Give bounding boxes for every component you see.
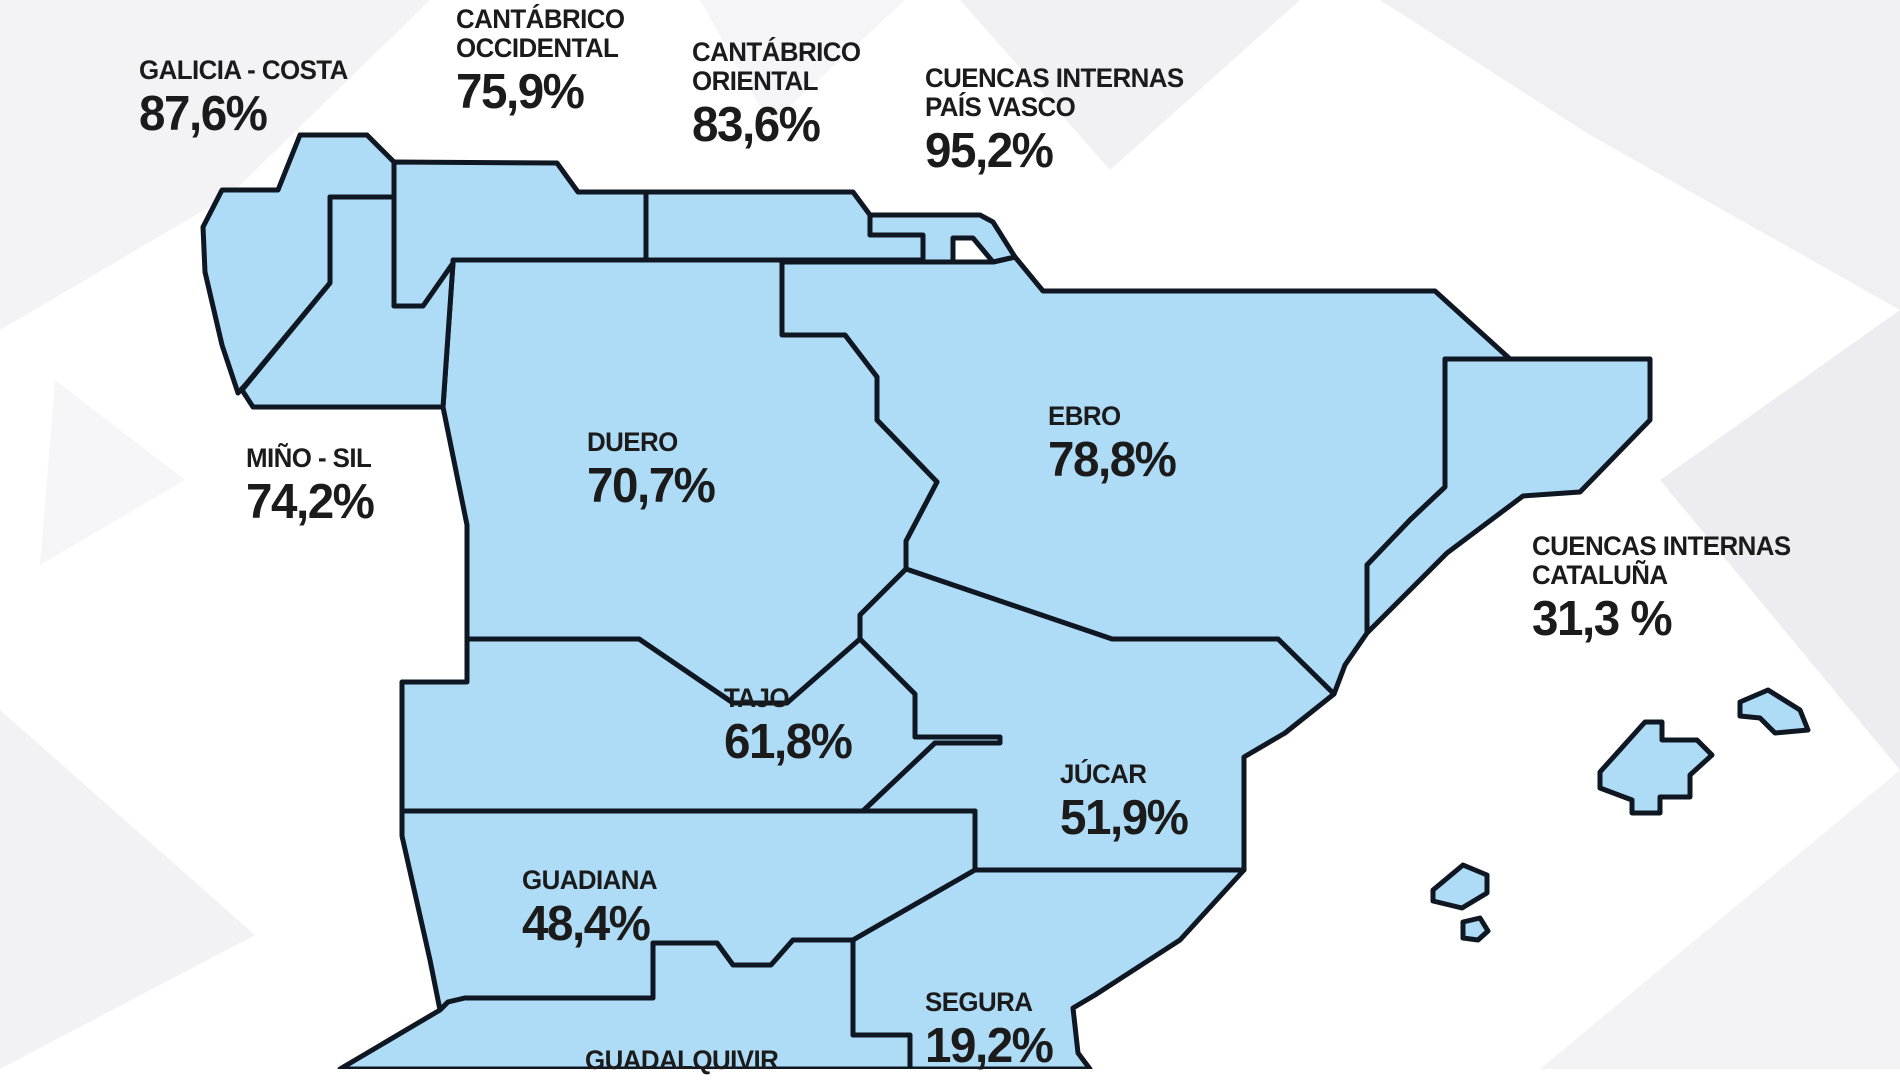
- island-formentera-shape: [1460, 915, 1491, 943]
- region-cuencas-internas-cataluna-shape: [1364, 356, 1653, 636]
- region-cuencas-internas-pais-vasco-shape: [867, 212, 1018, 265]
- region-cantabrico-occidental-shape: [391, 159, 649, 309]
- island-menorca-shape: [1737, 687, 1811, 736]
- island-ibiza-shape: [1430, 862, 1490, 911]
- region-segura-shape: [850, 867, 1247, 1069]
- island-mallorca-shape: [1597, 719, 1715, 816]
- basin-regions: [200, 132, 1811, 1069]
